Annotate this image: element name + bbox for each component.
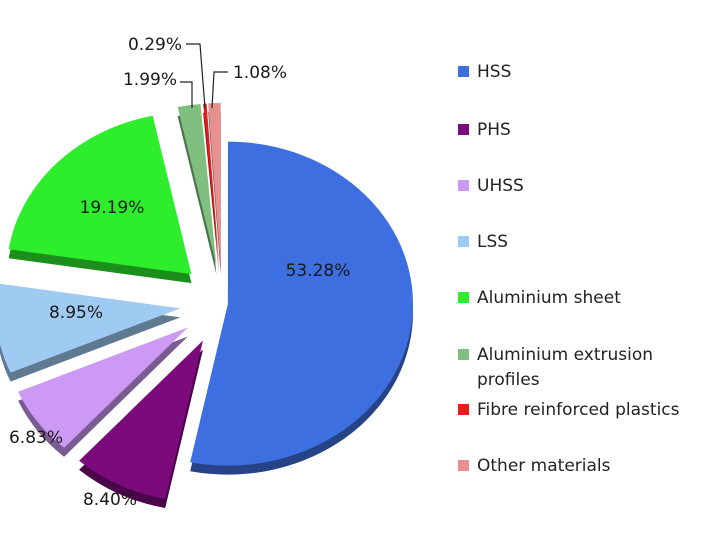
pie-slice-rim-aluminium-extrusion-profiles: [177, 113, 217, 275]
slice-label-lss: 8.95%: [49, 303, 103, 323]
legend-item-fibre-reinforced: Fibre reinforced plastics: [458, 398, 698, 423]
legend-swatch-other-materials: [458, 460, 469, 471]
slice-label-other-materials: 1.08%: [233, 63, 287, 83]
legend-swatch-phs: [458, 124, 469, 135]
legend-item-hss: HSS: [458, 60, 698, 85]
slice-label-hss: 53.28%: [286, 261, 351, 281]
pie-slice-rim-fibre-reinforced-plastics: [203, 112, 220, 275]
legend-swatch-uhss: [458, 180, 469, 191]
leader-line-fibre-reinforced-plastics: [186, 43, 206, 109]
legend-swatch-aluminium-extrusion: [458, 349, 469, 360]
legend-item-phs: PHS: [458, 118, 698, 143]
legend-swatch-hss: [458, 66, 469, 77]
legend-label-aluminium-sheet: Aluminium sheet: [477, 288, 621, 308]
legend-label-phs: PHS: [477, 120, 511, 140]
pie-slice-fibre-reinforced-plastics: [203, 103, 220, 266]
legend-item-aluminium-extrusion: Aluminium extrusion profiles: [458, 343, 698, 393]
legend-swatch-lss: [458, 236, 469, 247]
legend-label-fibre-reinforced: Fibre reinforced plastics: [477, 400, 680, 420]
legend-item-aluminium-sheet: Aluminium sheet: [458, 286, 698, 311]
legend-label-aluminium-extrusion: Aluminium extrusion profiles: [477, 345, 654, 390]
legend-label-uhss: UHSS: [477, 176, 524, 196]
slice-label-aluminium-sheet: 19.19%: [80, 198, 145, 218]
pie-slice-lss: [0, 283, 181, 373]
slice-labels: 53.28% 8.40% 6.83% 8.95% 19.19% 1.99% 0.29% 1.0…: [9, 35, 350, 510]
slice-label-aluminium-extrusion-profiles: 1.99%: [123, 70, 177, 90]
legend-swatch-fibre-reinforced: [458, 404, 469, 415]
pie-slices: [0, 103, 413, 500]
leader-line-aluminium-extrusion-profiles: [180, 81, 193, 108]
legend-item-lss: LSS: [458, 230, 698, 255]
legend-label-other-materials: Other materials: [477, 456, 611, 476]
slice-label-uhss: 6.83%: [9, 428, 63, 448]
pie-slice-uhss: [18, 327, 188, 448]
slice-label-fibre-reinforced-plastics: 0.29%: [128, 35, 182, 55]
legend-item-uhss: UHSS: [458, 174, 698, 199]
pie-slice-other-materials: [208, 103, 221, 266]
leader-line-other-materials: [211, 71, 228, 109]
slice-label-phs: 8.40%: [83, 490, 137, 510]
pie-slice-aluminium-sheet: [8, 115, 192, 275]
legend-item-other-materials: Other materials: [458, 454, 698, 479]
pie-slice-hss: [190, 141, 413, 466]
legend-label-hss: HSS: [477, 62, 512, 82]
legend-label-lss: LSS: [477, 232, 509, 252]
pie-slice-aluminium-extrusion-profiles: [177, 104, 217, 266]
pie-slice-phs: [79, 340, 203, 500]
legend-swatch-aluminium-sheet: [458, 292, 469, 303]
